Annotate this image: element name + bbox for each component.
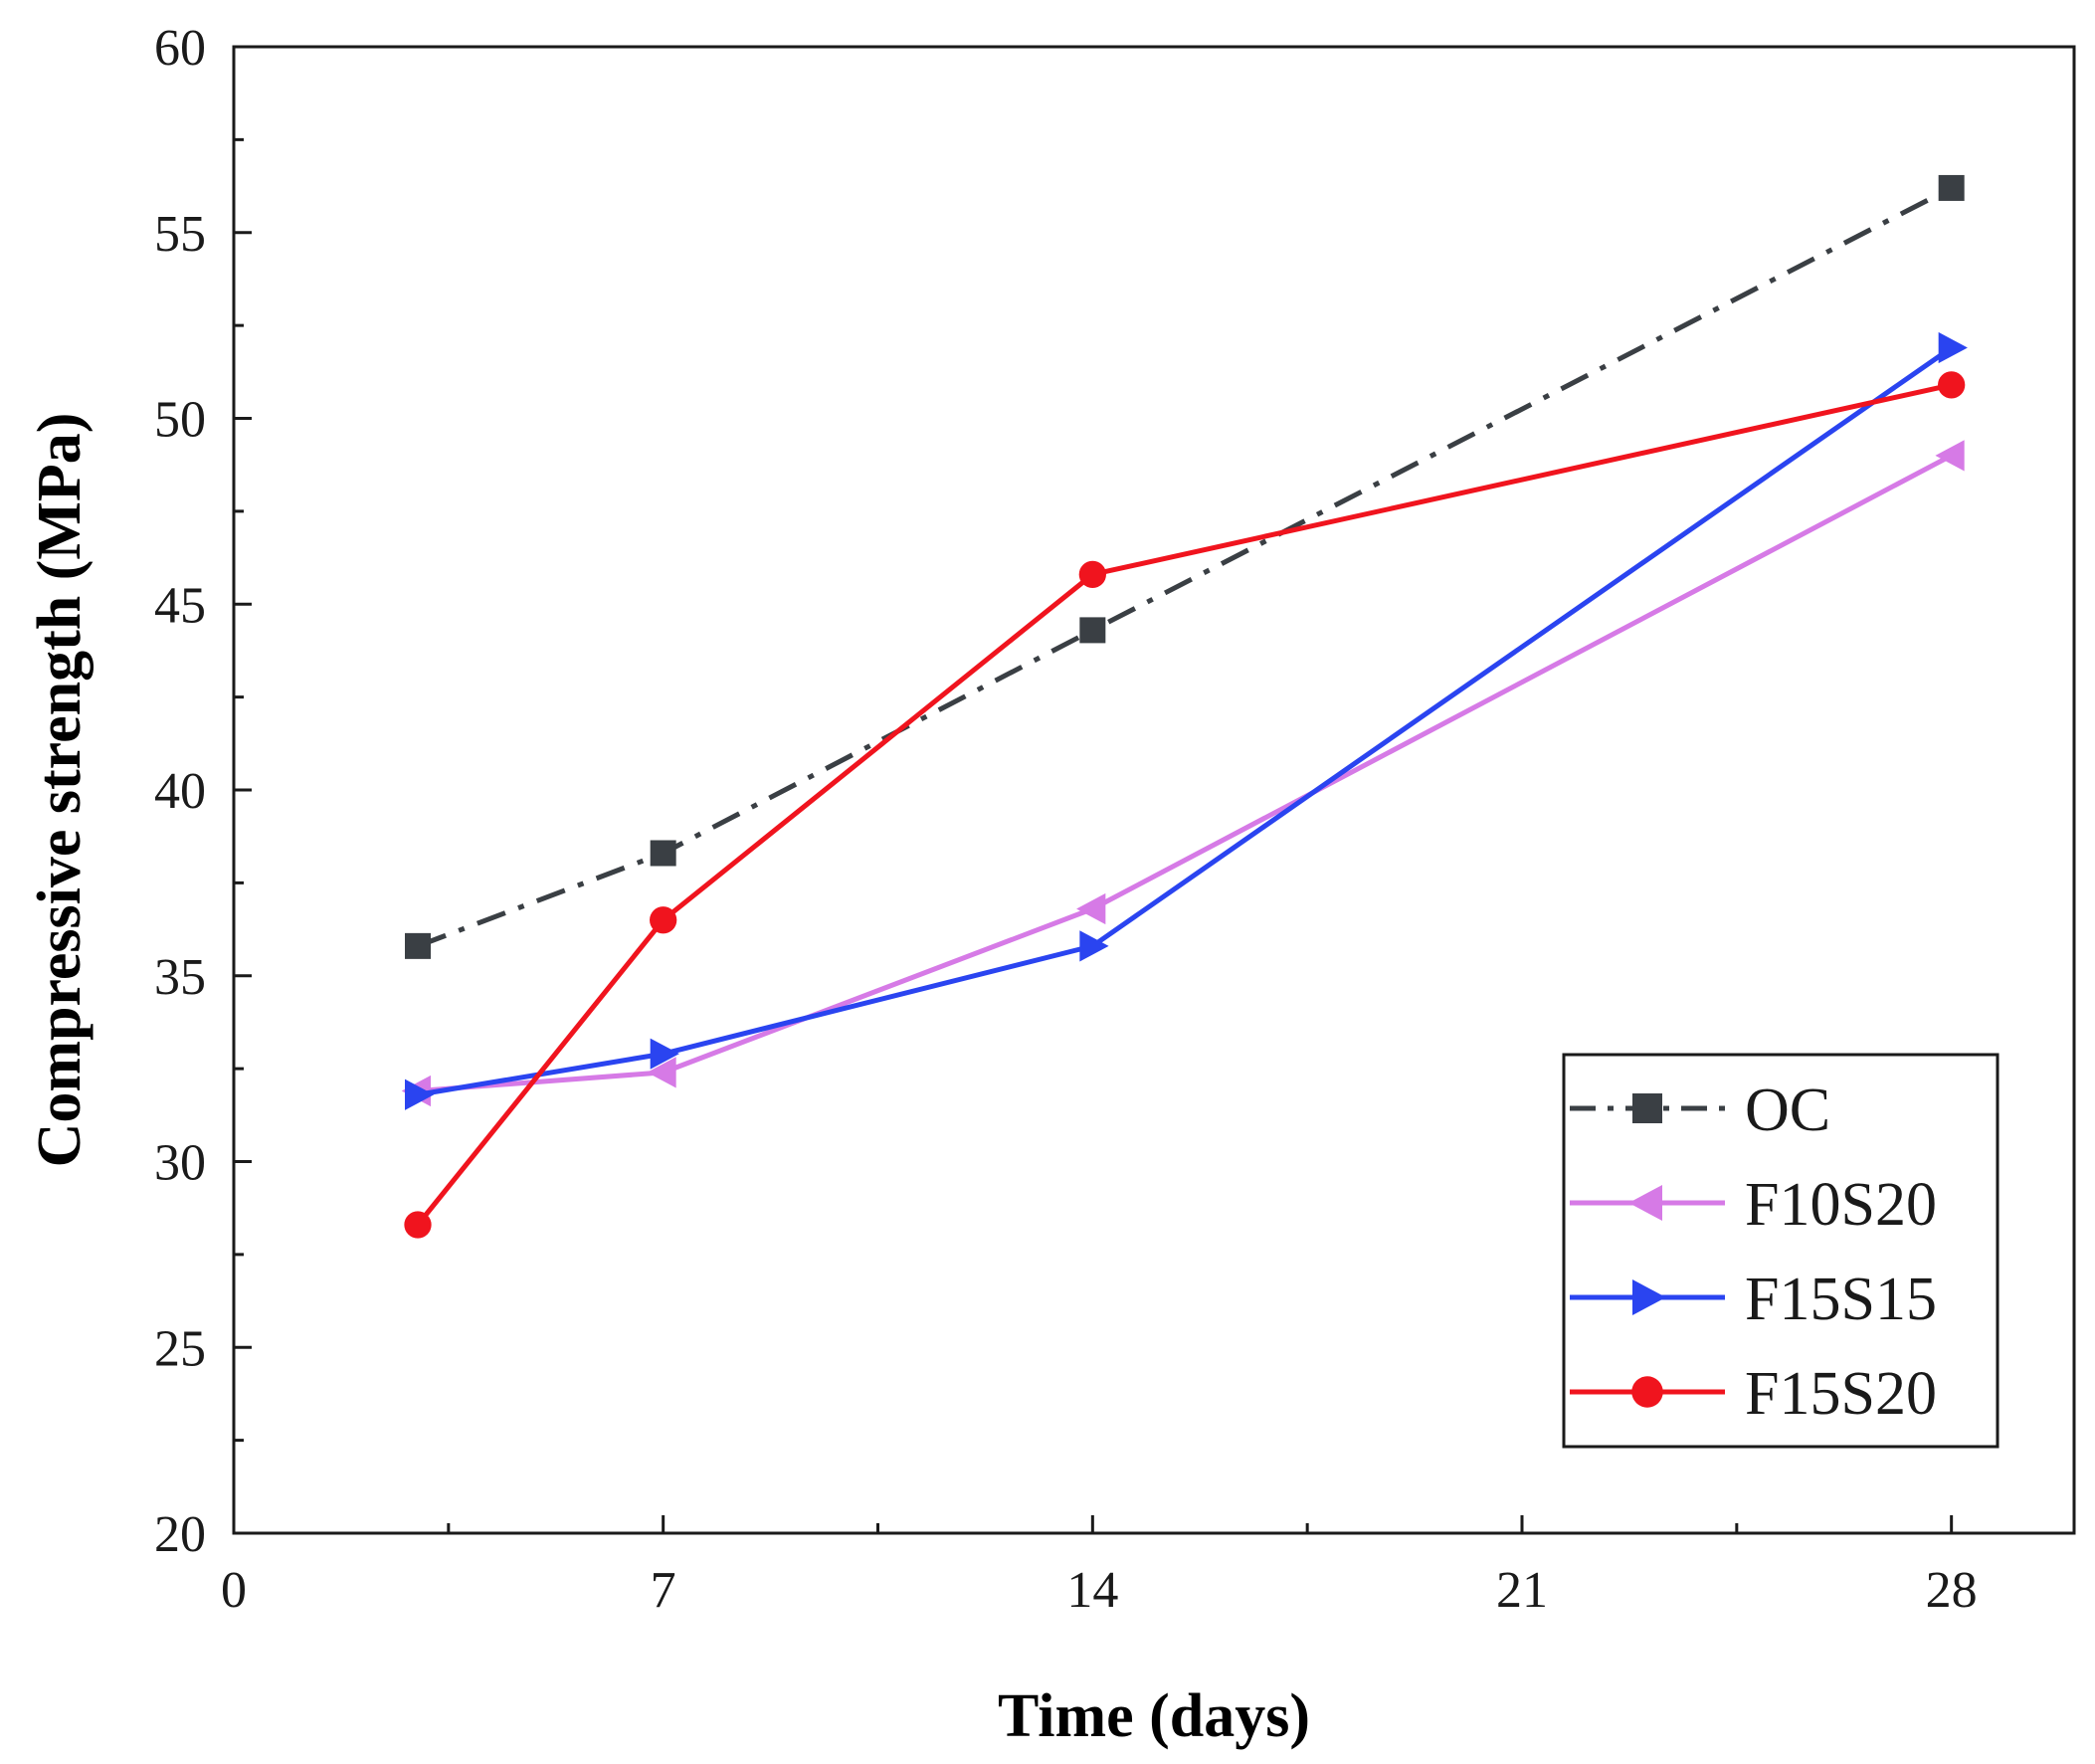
series-f15s20 [404, 371, 1966, 1239]
series-line [416, 382, 1953, 1227]
y-tick-label: 30 [154, 1135, 206, 1192]
data-point [647, 1057, 676, 1088]
data-point [1079, 617, 1106, 644]
x-tick-label: 14 [1066, 1562, 1118, 1619]
series-layer [401, 174, 1968, 1239]
data-point [1938, 371, 1966, 399]
data-point [650, 840, 676, 867]
series-line [417, 453, 1953, 1094]
y-tick-label: 60 [154, 20, 206, 77]
legend-marker [1628, 1185, 1662, 1221]
axis-ticks: 0 7 14 21 28 20 25 30 35 40 45 50 55 60 [154, 20, 1978, 1619]
y-tick-label: 35 [154, 949, 206, 1006]
legend-marker [1632, 1093, 1662, 1123]
x-tick-label: 0 [221, 1562, 247, 1619]
data-point [1076, 892, 1106, 925]
data-point [650, 1038, 679, 1070]
legend-marker [1632, 1279, 1666, 1315]
legend-label: OC [1745, 1077, 1830, 1144]
legend: OC F10S20 F15S15 F15S20 [1562, 1053, 2000, 1449]
y-tick-label: 45 [154, 577, 206, 634]
data-point [404, 1211, 432, 1239]
data-point [405, 1078, 435, 1110]
x-tick-label: 28 [1926, 1562, 1978, 1619]
x-axis-title: Time (days) [998, 1682, 1310, 1750]
x-tick-label: 7 [651, 1562, 676, 1619]
legend-item: F15S20 [1570, 1360, 1937, 1428]
data-point [1938, 331, 1968, 364]
series-oc [405, 174, 1965, 959]
legend-item: F15S15 [1570, 1266, 1937, 1333]
legend-label: F15S15 [1745, 1266, 1937, 1333]
x-tick-label: 21 [1496, 1562, 1548, 1619]
legend-label: F10S20 [1745, 1171, 1937, 1239]
y-tick-label: 40 [154, 763, 206, 820]
y-tick-label: 55 [154, 206, 206, 263]
data-point [1078, 560, 1106, 589]
legend-label: F15S20 [1745, 1360, 1937, 1428]
data-point [650, 906, 677, 934]
series-line [417, 185, 1953, 949]
legend-item: OC [1570, 1077, 1830, 1144]
y-tick-label: 20 [154, 1506, 206, 1563]
legend-item: F10S20 [1570, 1171, 1937, 1239]
data-point [1079, 930, 1109, 962]
legend-marker [1631, 1376, 1663, 1408]
y-axis-title: Compressive strength (MPa) [26, 413, 94, 1168]
data-point [1938, 174, 1965, 201]
plot-frame [232, 45, 2076, 1535]
data-point [405, 932, 431, 959]
y-tick-label: 25 [154, 1320, 206, 1377]
y-tick-label: 50 [154, 392, 206, 449]
data-point [1935, 440, 1965, 472]
